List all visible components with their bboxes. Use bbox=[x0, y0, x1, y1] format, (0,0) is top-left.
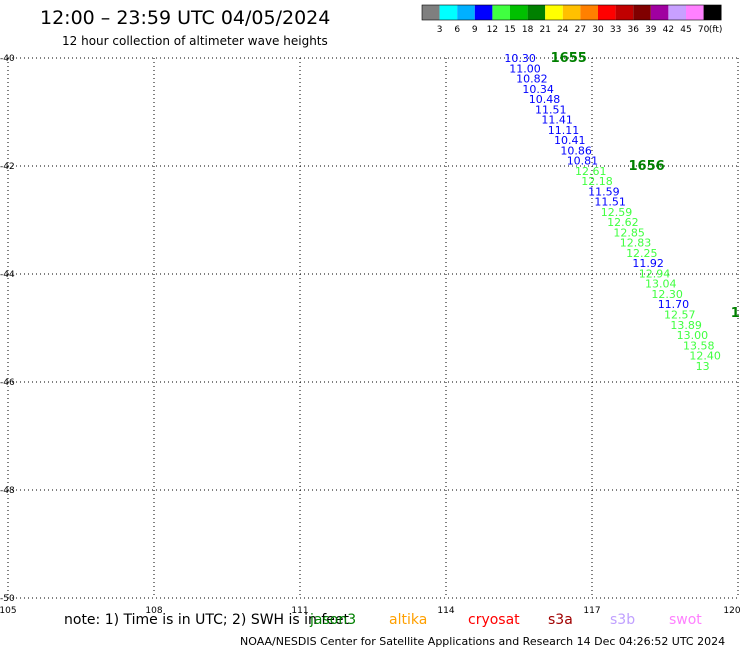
swh-value-label: 13.89 bbox=[670, 319, 702, 332]
y-tick-label: -48 bbox=[0, 486, 15, 496]
footnote: note: 1) Time is in UTC; 2) SWH is in fe… bbox=[64, 612, 350, 628]
x-tick-label: 105 bbox=[0, 606, 17, 616]
time-label: 1656 bbox=[629, 159, 665, 174]
legend-swot: swot bbox=[669, 612, 702, 628]
x-tick-label: 117 bbox=[583, 606, 600, 616]
grid bbox=[7, 57, 739, 599]
swh-value-label: 12.85 bbox=[613, 226, 645, 239]
y-tick-label: -42 bbox=[0, 162, 15, 172]
colorbar-tick-label: 33 bbox=[610, 25, 621, 35]
swh-value-label: 12.94 bbox=[639, 267, 671, 280]
colorbar-tick-label: 36 bbox=[627, 25, 639, 35]
swh-value-label: 12.18 bbox=[581, 175, 613, 188]
swh-value-label: 12.30 bbox=[651, 288, 683, 301]
swh-value-label: 13.04 bbox=[645, 278, 677, 291]
swh-value-label: 12.57 bbox=[664, 309, 696, 322]
colorbar-tick-label: 6 bbox=[454, 25, 460, 35]
colorbar-swatch bbox=[545, 5, 563, 20]
colorbar-swatch bbox=[474, 5, 493, 20]
legend-s3a: s3a bbox=[548, 612, 573, 628]
swh-value-label: 11.11 bbox=[548, 124, 580, 137]
colorbar-tick-label: 3 bbox=[437, 25, 443, 35]
y-tick-label: -50 bbox=[0, 594, 15, 604]
colorbar-swatch bbox=[598, 5, 616, 20]
swh-value-label: 10.82 bbox=[516, 73, 548, 86]
swh-value-label: 12.25 bbox=[626, 247, 658, 260]
colorbar-swatch bbox=[457, 5, 475, 20]
legend-jason3: jason3 bbox=[310, 612, 357, 628]
y-tick-label: -46 bbox=[0, 378, 15, 388]
page-title: 12:00 – 23:59 UTC 04/05/2024 bbox=[40, 7, 331, 29]
colorbar-tick-label: 45 bbox=[680, 25, 691, 35]
colorbar-tick-label: 27 bbox=[575, 25, 586, 35]
colorbar-swatch bbox=[633, 5, 651, 20]
swh-value-label: 10.30 bbox=[504, 52, 536, 65]
swh-values: 10.3011.0010.8210.3410.4811.5111.4111.11… bbox=[504, 52, 720, 373]
colorbar-tick-label: 30 bbox=[592, 25, 604, 35]
colorbar-frame bbox=[421, 4, 722, 21]
x-tick-label: 120 bbox=[723, 606, 740, 616]
colorbar-tick-label: 15 bbox=[504, 25, 515, 35]
colorbar-unit: (ft) bbox=[709, 25, 723, 35]
swh-value-label: 13 bbox=[696, 360, 710, 373]
colorbar-swatch bbox=[650, 5, 669, 20]
swh-value-label: 11.00 bbox=[509, 62, 541, 75]
colorbar-swatch bbox=[510, 5, 528, 20]
swh-value-label: 10.34 bbox=[522, 83, 554, 96]
swh-value-label: 11.51 bbox=[535, 103, 567, 116]
colorbar-tick-label: 12 bbox=[487, 25, 498, 35]
y-tick-label: -40 bbox=[0, 54, 15, 64]
colorbar-swatch bbox=[527, 5, 546, 20]
swh-value-label: 12.83 bbox=[620, 237, 652, 250]
swh-value-label: 12.59 bbox=[601, 206, 633, 219]
colorbar-swatch bbox=[580, 5, 598, 20]
time-labels: 1655 1656 1 bbox=[551, 51, 740, 321]
legend-s3b: s3b bbox=[610, 612, 636, 628]
x-tick-label: 111 bbox=[291, 606, 308, 616]
legend-altika: altika bbox=[389, 612, 428, 628]
colorbar-swatch bbox=[703, 5, 722, 20]
swh-value-label: 12.62 bbox=[607, 216, 639, 229]
swh-value-label: 11.51 bbox=[594, 196, 626, 209]
colorbar-swatch bbox=[562, 5, 581, 20]
y-tick-label: -44 bbox=[0, 270, 15, 280]
x-tick-label: 108 bbox=[145, 606, 162, 616]
swh-value-label: 12.40 bbox=[689, 350, 721, 363]
colorbar-swatch bbox=[615, 5, 634, 20]
colorbar-tick-label: 9 bbox=[472, 25, 478, 35]
swh-value-label: 13.58 bbox=[683, 339, 715, 352]
swh-value-label: 11.41 bbox=[541, 114, 573, 127]
swh-value-label: 13.00 bbox=[677, 329, 709, 342]
swh-value-label: 10.41 bbox=[554, 134, 586, 147]
footer-credit: NOAA/NESDIS Center for Satellite Applica… bbox=[240, 635, 726, 648]
swh-value-label: 10.48 bbox=[529, 93, 561, 106]
colorbar-swatch bbox=[492, 5, 510, 20]
swh-value-label: 10.81 bbox=[567, 155, 599, 168]
colorbar-tick-label: 21 bbox=[539, 25, 550, 35]
swh-value-label: 11.70 bbox=[658, 298, 690, 311]
legend-cryosat: cryosat bbox=[468, 612, 520, 628]
axis-ticks: 105 108 111 114 117 120 -40 -42 -44 -46 -48 -50 bbox=[0, 54, 740, 616]
swh-value-label: 12.61 bbox=[575, 165, 607, 178]
colorbar-tick-label: 39 bbox=[645, 25, 657, 35]
time-label: 1655 bbox=[551, 51, 587, 66]
colorbar-tick-label: 70 bbox=[698, 25, 710, 35]
page-subtitle: 12 hour collection of altimeter wave hei… bbox=[62, 34, 328, 48]
swh-value-label: 11.59 bbox=[588, 185, 620, 198]
time-label: 1 bbox=[731, 306, 740, 321]
colorbar-swatch bbox=[422, 5, 440, 20]
swh-value-label: 10.86 bbox=[560, 144, 592, 157]
colorbar-tick-label: 42 bbox=[663, 25, 674, 35]
swh-value-label: 11.92 bbox=[632, 257, 664, 270]
colorbar-tick-label: 18 bbox=[522, 25, 534, 35]
colorbar-swatch bbox=[686, 5, 704, 20]
x-tick-label: 114 bbox=[437, 606, 454, 616]
colorbar-swatch bbox=[439, 5, 458, 20]
colorbar-swatch bbox=[668, 5, 686, 20]
colorbar-tick-label: 24 bbox=[557, 25, 569, 35]
colorbar: 3 6 9 12 15 18 21 24 27 30 33 36 39 42 45 70 (ft) bbox=[421, 4, 723, 35]
